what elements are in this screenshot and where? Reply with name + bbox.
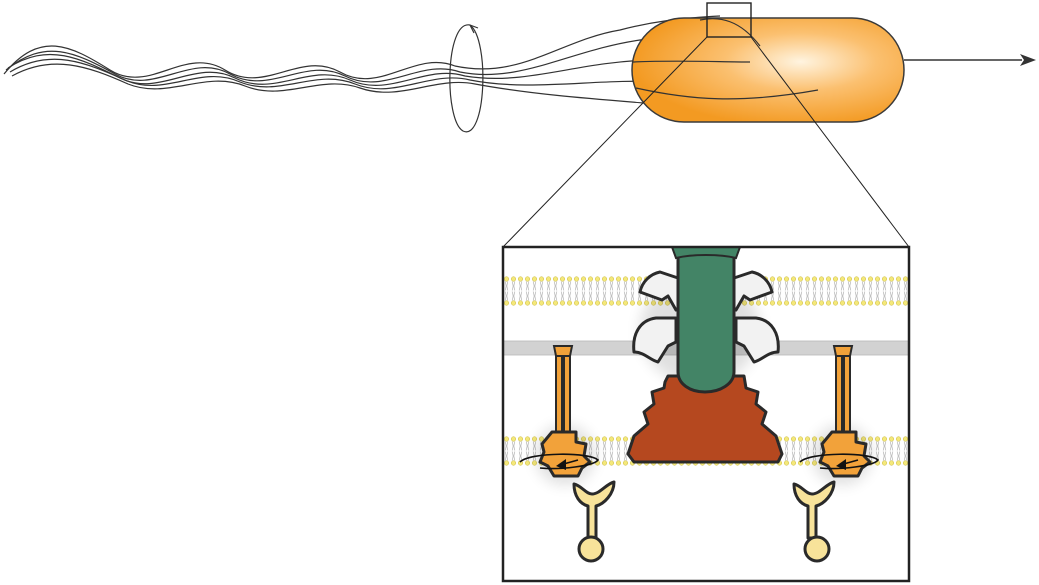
bacterium-cell (631, 17, 905, 123)
motor-base (626, 374, 784, 464)
stator-right (799, 345, 880, 478)
stator-partner-right (792, 480, 836, 563)
zoom-indicator (502, 2, 910, 248)
p-ring-left (632, 316, 678, 364)
zoom-box (706, 2, 752, 38)
motor-inset (501, 245, 911, 583)
rotation-arrow-icon (449, 24, 484, 133)
hook-cap (670, 247, 742, 260)
p-ring-right (734, 316, 780, 364)
ring-proteins (632, 270, 780, 364)
flagellum-1 (3, 15, 721, 80)
direction-arrow-icon (904, 54, 1036, 66)
stator-partner-left (572, 480, 616, 563)
inset-border (501, 245, 911, 583)
flagellum-2 (5, 36, 761, 83)
l-ring-right (726, 270, 774, 312)
l-ring-left (638, 270, 686, 312)
flagellar-rod (676, 247, 736, 394)
stator-left (519, 345, 600, 478)
